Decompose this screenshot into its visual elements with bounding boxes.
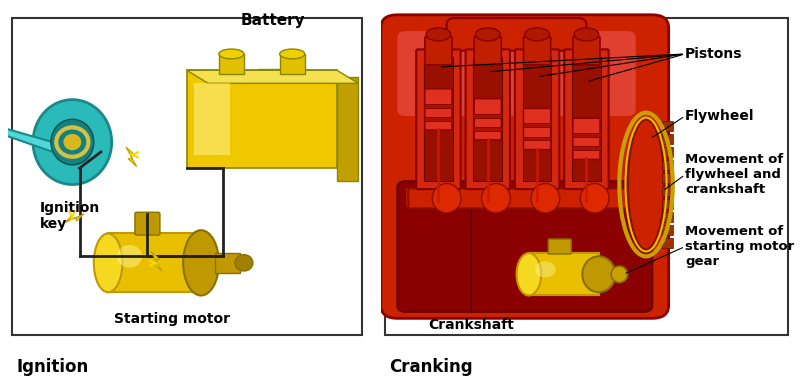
FancyBboxPatch shape <box>11 18 362 334</box>
FancyBboxPatch shape <box>474 36 502 65</box>
Ellipse shape <box>580 184 609 213</box>
FancyBboxPatch shape <box>662 225 673 235</box>
FancyBboxPatch shape <box>662 212 673 222</box>
FancyBboxPatch shape <box>662 134 673 144</box>
FancyBboxPatch shape <box>425 89 452 130</box>
FancyBboxPatch shape <box>573 118 600 159</box>
Polygon shape <box>64 214 84 223</box>
Ellipse shape <box>627 119 665 250</box>
Text: Crankshaft: Crankshaft <box>428 318 514 332</box>
FancyBboxPatch shape <box>425 36 452 65</box>
FancyBboxPatch shape <box>398 181 652 312</box>
FancyBboxPatch shape <box>398 31 636 116</box>
FancyBboxPatch shape <box>572 133 601 137</box>
Ellipse shape <box>94 233 122 292</box>
FancyBboxPatch shape <box>662 238 673 248</box>
Text: Pistons: Pistons <box>685 47 742 61</box>
Ellipse shape <box>482 184 510 213</box>
FancyBboxPatch shape <box>219 54 244 73</box>
FancyBboxPatch shape <box>548 239 571 254</box>
FancyBboxPatch shape <box>424 104 453 108</box>
FancyBboxPatch shape <box>522 57 551 181</box>
FancyBboxPatch shape <box>662 121 673 131</box>
Ellipse shape <box>219 49 244 59</box>
FancyBboxPatch shape <box>572 146 601 150</box>
FancyBboxPatch shape <box>662 160 673 170</box>
FancyBboxPatch shape <box>409 189 633 209</box>
FancyBboxPatch shape <box>529 253 598 296</box>
Polygon shape <box>0 114 61 152</box>
Ellipse shape <box>51 119 94 165</box>
FancyBboxPatch shape <box>474 114 502 118</box>
Ellipse shape <box>33 99 112 185</box>
Ellipse shape <box>525 28 550 41</box>
FancyBboxPatch shape <box>564 50 609 189</box>
FancyBboxPatch shape <box>474 57 502 181</box>
FancyBboxPatch shape <box>446 18 586 51</box>
FancyBboxPatch shape <box>215 253 240 273</box>
FancyBboxPatch shape <box>662 147 673 157</box>
Text: Movement of
starting motor
gear: Movement of starting motor gear <box>685 225 794 268</box>
Ellipse shape <box>582 257 615 292</box>
FancyBboxPatch shape <box>381 15 669 318</box>
FancyBboxPatch shape <box>280 54 305 73</box>
FancyBboxPatch shape <box>523 36 550 65</box>
FancyBboxPatch shape <box>662 186 673 196</box>
FancyBboxPatch shape <box>474 127 502 131</box>
FancyBboxPatch shape <box>424 117 453 121</box>
FancyBboxPatch shape <box>424 57 453 181</box>
Polygon shape <box>186 70 358 83</box>
Ellipse shape <box>235 255 253 271</box>
Text: Ignition: Ignition <box>16 358 88 376</box>
FancyBboxPatch shape <box>474 99 502 140</box>
Ellipse shape <box>183 230 219 296</box>
FancyBboxPatch shape <box>573 36 600 65</box>
FancyBboxPatch shape <box>135 212 160 235</box>
Ellipse shape <box>63 134 82 150</box>
FancyBboxPatch shape <box>522 124 551 127</box>
Ellipse shape <box>280 49 305 59</box>
Ellipse shape <box>611 266 627 283</box>
Text: Movement of
flywheel and
crankshaft: Movement of flywheel and crankshaft <box>685 153 783 196</box>
FancyBboxPatch shape <box>186 70 337 168</box>
Ellipse shape <box>574 28 598 41</box>
Text: Starting motor: Starting motor <box>114 312 230 326</box>
FancyBboxPatch shape <box>572 57 601 181</box>
FancyBboxPatch shape <box>337 77 358 181</box>
Ellipse shape <box>426 28 450 41</box>
FancyBboxPatch shape <box>522 137 551 141</box>
Ellipse shape <box>475 28 500 41</box>
Text: Battery: Battery <box>240 13 305 28</box>
FancyBboxPatch shape <box>662 199 673 209</box>
Polygon shape <box>126 147 137 167</box>
Ellipse shape <box>432 184 461 213</box>
Ellipse shape <box>535 261 556 278</box>
Polygon shape <box>151 252 162 271</box>
FancyBboxPatch shape <box>662 173 673 183</box>
Text: Ignition
key: Ignition key <box>40 201 101 231</box>
FancyBboxPatch shape <box>466 50 510 189</box>
FancyBboxPatch shape <box>108 233 201 292</box>
FancyBboxPatch shape <box>385 18 788 334</box>
FancyBboxPatch shape <box>523 108 550 150</box>
FancyBboxPatch shape <box>416 50 461 189</box>
Text: Cranking: Cranking <box>389 358 473 376</box>
Text: Flywheel: Flywheel <box>685 109 754 123</box>
Ellipse shape <box>531 184 560 213</box>
FancyBboxPatch shape <box>194 83 230 155</box>
FancyBboxPatch shape <box>406 188 644 207</box>
Ellipse shape <box>117 245 142 268</box>
FancyBboxPatch shape <box>515 50 559 189</box>
Ellipse shape <box>517 253 542 296</box>
